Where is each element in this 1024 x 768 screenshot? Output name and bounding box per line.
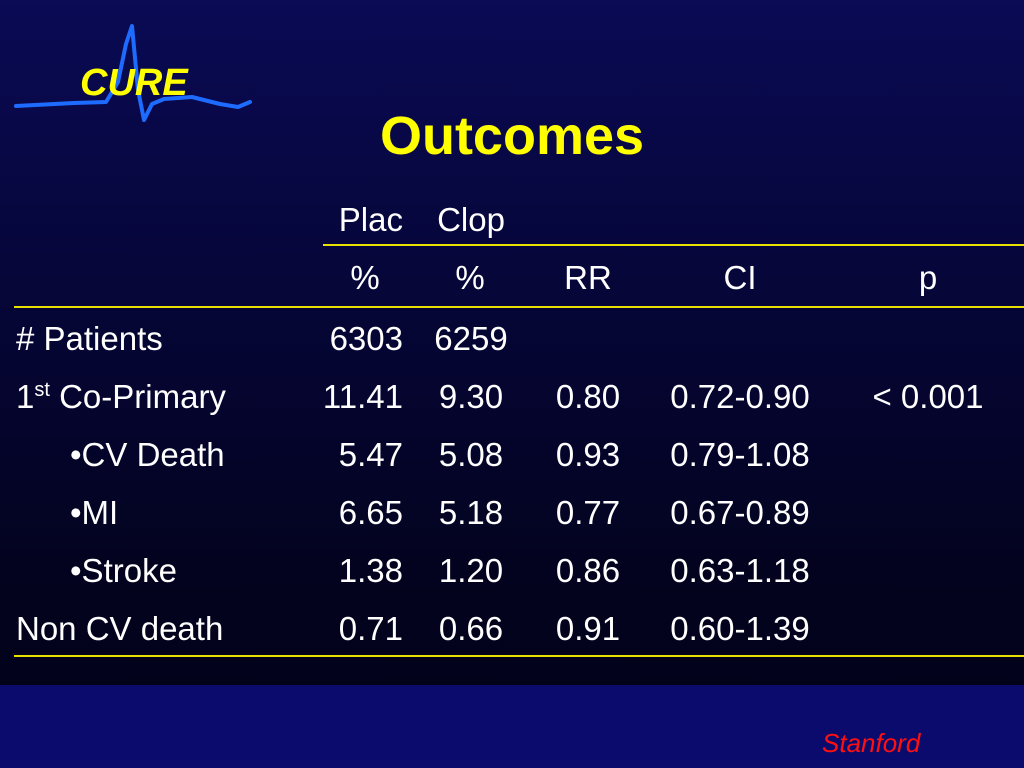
cell-mi-rr: 0.77 [555, 494, 621, 531]
stanford-footer: Stanford [822, 728, 921, 758]
cell-stroke-ci: 0.63-1.18 [670, 552, 810, 589]
cell-cvdeath-clop: 5.08 [438, 436, 504, 473]
cell-coprimary-rr: 0.80 [555, 378, 621, 415]
slide-title: Outcomes [379, 106, 645, 166]
cell-patients-clop: 6259 [434, 320, 508, 357]
cell-mi-clop: 5.18 [438, 494, 504, 531]
header-clop: Clop [437, 201, 505, 238]
cell-stroke-plac: 1.38 [338, 552, 403, 589]
header-plac: Plac [338, 201, 403, 238]
row-label-co-primary: 1st Co-Primary [16, 378, 226, 415]
row-label-non-cv-death: Non CV death [16, 610, 224, 647]
cell-cvdeath-plac: 5.47 [338, 436, 403, 473]
cell-noncv-ci: 0.60-1.39 [670, 610, 810, 647]
cell-noncv-rr: 0.91 [555, 610, 621, 647]
row-label-cv-death: •CV Death [70, 436, 225, 473]
header-rr: RR [564, 259, 612, 296]
cell-coprimary-ci: 0.72-0.90 [670, 378, 810, 415]
cell-coprimary-plac: 11.41 [322, 378, 403, 415]
logo-text: CURE [80, 62, 188, 104]
ecg-wave-icon [14, 24, 252, 122]
header-rule [323, 244, 1024, 246]
header-plac-unit: % [350, 259, 380, 296]
cell-stroke-rr: 0.86 [555, 552, 621, 589]
cell-cvdeath-ci: 0.79-1.08 [670, 436, 810, 473]
header-p: p [918, 259, 938, 296]
footer-band [0, 685, 1024, 768]
table-bottom-rule [14, 655, 1024, 657]
cell-noncv-plac: 0.71 [338, 610, 403, 647]
cure-logo: CURE [14, 24, 254, 124]
header-clop-unit: % [455, 259, 485, 296]
cell-mi-plac: 6.65 [338, 494, 403, 531]
cell-coprimary-clop: 9.30 [438, 378, 504, 415]
table-top-rule [14, 306, 1024, 308]
row-label-mi: •MI [70, 494, 119, 531]
cell-noncv-clop: 0.66 [438, 610, 504, 647]
row-label-patients: # Patients [16, 320, 163, 357]
cell-cvdeath-rr: 0.93 [555, 436, 621, 473]
cell-stroke-clop: 1.20 [438, 552, 504, 589]
row-label-stroke: •Stroke [70, 552, 177, 589]
cell-mi-ci: 0.67-0.89 [670, 494, 810, 531]
header-ci: CI [723, 259, 757, 296]
cell-patients-plac: 6303 [329, 320, 403, 357]
cell-coprimary-p: < 0.001 [872, 378, 984, 415]
